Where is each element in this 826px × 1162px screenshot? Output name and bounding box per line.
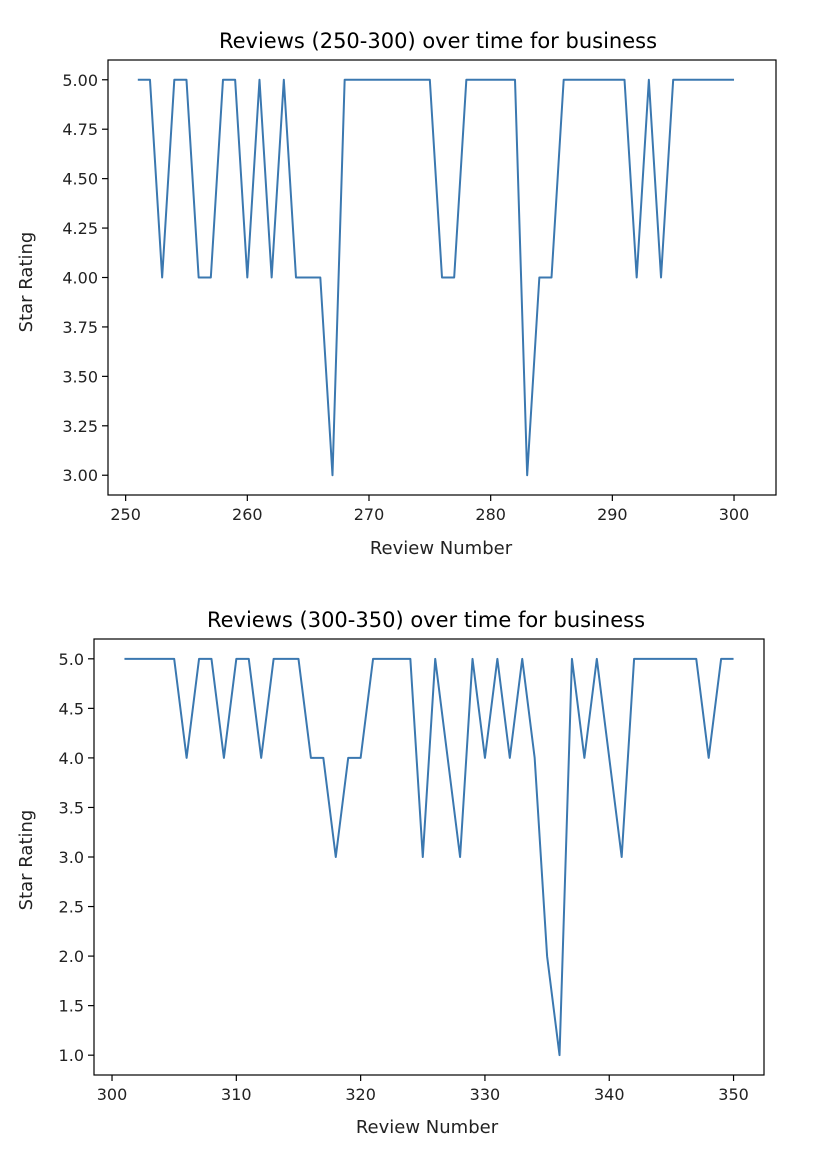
chart-2-x-tick-label: 320 (345, 1085, 376, 1104)
chart-1-y-tick-label: 3.50 (62, 367, 98, 386)
chart-2-plot: 300 310 320 330 340 350 1.0 1.5 2.0 2.5 3.0 3.5 4.0 4… (59, 638, 765, 1104)
chart-1-title: Reviews (250-300) over time for business (219, 29, 657, 53)
chart-2-x-tick-label: 300 (97, 1085, 128, 1104)
chart-1-x-tick-label: 270 (354, 505, 385, 524)
chart-2-y-tick-label: 3.5 (59, 798, 84, 817)
chart-2-series-line (124, 657, 734, 1057)
chart-1-x-tick-label: 260 (232, 505, 263, 524)
chart-1-x-tick-label: 290 (597, 505, 628, 524)
chart-2-y-tick-label: 4.5 (59, 699, 84, 718)
chart-2-x-tick-label: 310 (221, 1085, 252, 1104)
chart-1-y-axis-label: Star Rating (16, 232, 37, 333)
chart-2-axes-frame (93, 638, 765, 1076)
chart-1-y-tick-label: 4.25 (62, 219, 98, 238)
chart-2-x-tick-label: 350 (718, 1085, 749, 1104)
chart-1-plot: 250 260 270 280 290 300 3.00 3.25 3.50 3.75 4.00 4.… (62, 59, 777, 524)
chart-2-y-tick-label: 1.0 (59, 1046, 84, 1065)
chart-1-x-axis-label: Review Number (370, 538, 513, 559)
chart-2-y-tick-label: 5.0 (59, 650, 84, 669)
chart-1-y-tick-label: 3.00 (62, 466, 98, 485)
chart-1-y-tick-label: 3.75 (62, 318, 98, 337)
chart-1-y-tick-label: 4.00 (62, 269, 98, 288)
chart-1-series-line (137, 78, 735, 477)
chart-2: Reviews (300-350) over time for business… (16, 608, 765, 1138)
chart-1-y-tick-label: 4.50 (62, 170, 98, 189)
chart-2-y-axis-label: Star Rating (16, 810, 37, 911)
chart-1-x-tick-label: 280 (475, 505, 506, 524)
chart-1-x-tick-label: 250 (110, 505, 141, 524)
chart-1-y-tick-label: 5.00 (62, 71, 98, 90)
chart-2-title: Reviews (300-350) over time for business (207, 608, 645, 632)
chart-1-y-tick-label: 3.25 (62, 417, 98, 436)
chart-2-y-tick-label: 1.5 (59, 997, 84, 1016)
chart-2-y-tick-label: 3.0 (59, 848, 84, 867)
chart-2-x-axis-label: Review Number (356, 1117, 499, 1138)
chart-1-y-tick-label: 4.75 (62, 120, 98, 139)
chart-1-x-tick-label: 300 (719, 505, 750, 524)
chart-2-y-tick-label: 4.0 (59, 749, 84, 768)
chart-2-y-tick-label: 2.5 (59, 898, 84, 917)
chart-2-x-tick-label: 340 (594, 1085, 625, 1104)
chart-2-x-tick-label: 330 (470, 1085, 501, 1104)
chart-2-y-tick-label: 2.0 (59, 947, 84, 966)
chart-1: Reviews (250-300) over time for business… (16, 29, 777, 559)
